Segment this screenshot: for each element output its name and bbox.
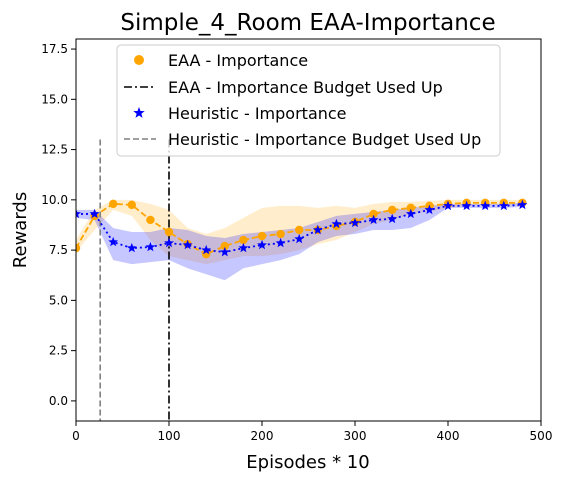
x-tick-label: 300: [344, 429, 367, 443]
eaa-data-point: [165, 228, 173, 236]
legend-heuristic-label: Heuristic - Importance: [168, 104, 347, 123]
chart-title: Simple_4_Room EAA-Importance: [120, 10, 495, 36]
x-axis-title: Episodes * 10: [246, 452, 369, 473]
x-tick-label: 200: [251, 429, 274, 443]
y-tick-label: 17.5: [41, 42, 68, 56]
y-tick-label: 10.0: [41, 193, 68, 207]
eaa-data-point: [388, 206, 396, 214]
eaa-data-point: [146, 216, 154, 224]
legend-eaa-label: EAA - Importance: [168, 51, 308, 70]
x-tick-label: 400: [437, 429, 460, 443]
eaa-data-point: [128, 201, 136, 209]
legend-eaa-marker: [134, 55, 144, 65]
legend-heuristic-budget-label: Heuristic - Importance Budget Used Up: [168, 130, 481, 149]
x-tick-label: 100: [158, 429, 181, 443]
y-tick-label: 12.5: [41, 143, 68, 157]
x-tick-label: 0: [72, 429, 80, 443]
y-tick-label: 2.5: [49, 344, 68, 358]
y-axis-title: Rewards: [10, 192, 31, 268]
eaa-data-point: [258, 232, 266, 240]
plot-area: [71, 140, 527, 421]
legend: EAA - Importance EAA - Importance Budget…: [117, 45, 500, 156]
eaa-data-point: [276, 230, 284, 238]
y-tick-label: 15.0: [41, 92, 68, 106]
x-tick-label: 500: [530, 429, 553, 443]
y-tick-label: 7.5: [49, 243, 68, 257]
eaa-data-point: [295, 226, 303, 234]
legend-eaa-budget-label: EAA - Importance Budget Used Up: [168, 78, 443, 97]
y-tick-label: 5.0: [49, 293, 68, 307]
eaa-data-point: [109, 200, 117, 208]
y-tick-label: 0.0: [49, 394, 68, 408]
